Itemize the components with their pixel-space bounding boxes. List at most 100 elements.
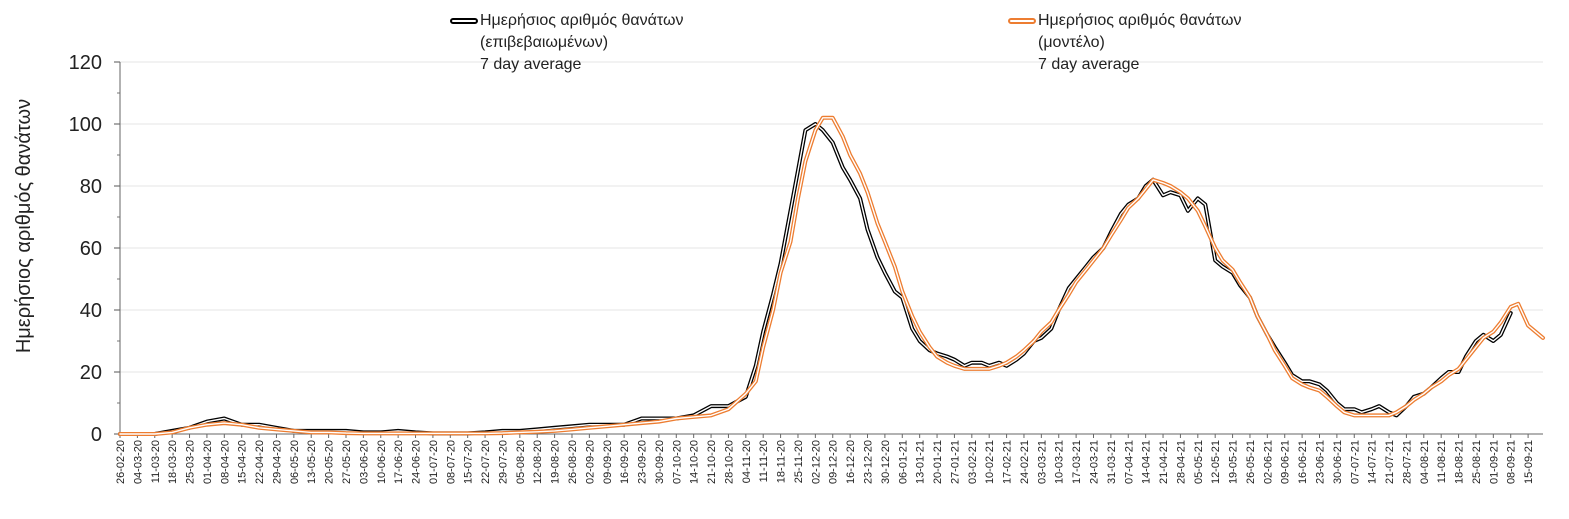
x-tick-label: 03-02-21 [967,440,979,484]
x-tick-label: 16-12-20 [845,440,857,484]
x-tick-label: 30-12-20 [880,440,892,484]
x-tick-label: 10-03-21 [1054,440,1066,484]
x-tick-label: 07-07-21 [1349,440,1361,484]
x-tick-label: 28-04-21 [1175,440,1187,484]
x-tick-label: 15-04-20 [237,440,249,484]
y-tick-label: 0 [91,424,102,446]
x-tick-label: 02-06-21 [1262,440,1274,484]
x-tick-label: 08-04-20 [219,440,231,484]
x-tick-label: 04-03-20 [132,440,144,484]
x-tick-label: 15-07-20 [463,440,475,484]
y-tick-label: 60 [80,238,102,260]
x-tick-label: 13-05-20 [306,440,318,484]
x-tick-label: 01-07-20 [428,440,440,484]
x-tick-label: 04-11-20 [741,440,753,483]
x-tick-label: 06-05-20 [289,440,301,484]
x-tick-label: 23-12-20 [863,440,875,484]
x-tick-label: 13-01-21 [915,440,927,484]
x-tick-label: 28-10-20 [723,440,735,484]
x-tick-label: 17-02-21 [1002,440,1014,484]
x-tick-label: 26-02-20 [115,440,127,484]
x-tick-label: 08-09-21 [1506,440,1518,484]
x-tick-label: 17-06-20 [393,440,405,484]
x-tick-label: 05-08-20 [515,440,527,484]
x-tick-label: 26-05-21 [1245,440,1257,484]
x-tick-label: 11-08-21 [1436,440,1448,483]
x-tick-label: 14-10-20 [689,440,701,484]
x-tick-label: 21-04-21 [1158,440,1170,484]
x-tick-label: 12-08-20 [532,440,544,484]
x-tick-label: 10-02-21 [984,440,996,484]
x-tick-label: 24-06-20 [411,440,423,484]
x-tick-label: 01-09-21 [1488,440,1500,484]
x-tick-label: 27-01-21 [949,440,961,484]
x-tick-label: 09-09-20 [602,440,614,484]
x-tick-label: 19-05-21 [1228,440,1240,484]
x-tick-label: 29-07-20 [497,440,509,484]
legend-model-line1: Ημερήσιος αριθμός θανάτων [1038,12,1242,29]
x-tick-label: 06-01-21 [897,440,909,484]
x-tick-label: 30-06-21 [1332,440,1344,484]
x-tick-label: 24-03-21 [1089,440,1101,484]
series-line-confirmed [118,122,1513,436]
x-tick-label: 20-01-21 [932,440,944,484]
y-axis-label: Ημερήσιος αριθμός θανάτων [13,99,35,353]
x-tick-label: 12-05-21 [1210,440,1222,484]
y-tick-label: 100 [69,114,102,136]
series-lines [118,115,1545,436]
legend-swatch-model [1008,18,1036,24]
x-tick-label: 11-11-20 [758,440,770,482]
x-tick-label: 22-04-20 [254,440,266,484]
x-tick-label: 09-06-21 [1280,440,1292,484]
legend-swatch-confirmed [450,18,478,24]
x-tick-label: 18-03-20 [167,440,179,484]
x-tick-label: 04-08-21 [1419,440,1431,484]
x-tick-label: 28-07-21 [1401,440,1413,484]
x-tick-label: 20-05-20 [324,440,336,484]
x-tick-label: 11-03-20 [150,440,162,483]
x-tick-label: 22-07-20 [480,440,492,484]
gridlines [120,61,1543,373]
legend-confirmed-line1: Ημερήσιος αριθμός θανάτων [480,12,684,29]
x-tick-label: 21-07-21 [1384,440,1396,484]
x-tick-label: 10-06-20 [376,440,388,484]
series-line-core-confirmed [119,123,1512,435]
x-tick-label: 16-09-20 [619,440,631,484]
legend-confirmed-line3: 7 day average [480,56,582,73]
x-tick-label: 18-11-20 [776,440,788,483]
x-tick-label: 07-10-20 [671,440,683,484]
x-tick-label: 31-03-21 [1106,440,1118,484]
x-tick-label: 17-03-21 [1071,440,1083,484]
x-tick-label: 03-03-21 [1036,440,1048,484]
y-tick-label: 120 [69,52,102,74]
x-tick-label: 30-09-20 [654,440,666,484]
x-tick-label: 14-04-21 [1141,440,1153,484]
x-tick-label: 23-09-20 [637,440,649,484]
y-tick-label: 20 [80,362,102,384]
x-tick-label: 02-09-20 [584,440,596,484]
y-tick-label: 80 [80,176,102,198]
x-tick-label: 07-04-21 [1123,440,1135,484]
x-tick-label: 25-11-20 [793,440,805,483]
y-tick-labels: 0 20 40 60 80 100 120 [69,52,102,446]
x-tick-label: 24-02-21 [1019,440,1031,484]
series-line-model [118,115,1545,436]
x-tick-label: 03-06-20 [358,440,370,484]
x-tick-label: 09-12-20 [828,440,840,484]
x-tick-label: 02-12-20 [810,440,822,484]
x-tick-label: 29-04-20 [271,440,283,484]
x-tick-label: 14-07-21 [1367,440,1379,484]
legend-model-line3: 7 day average [1038,56,1140,73]
x-tick-label: 05-05-21 [1193,440,1205,484]
x-tick-label: 25-03-20 [185,440,197,484]
x-tick-label: 21-10-20 [706,440,718,484]
x-tick-label: 23-06-21 [1314,440,1326,484]
x-tick-label: 01-04-20 [202,440,214,484]
x-tick-label: 19-08-20 [550,440,562,484]
x-tick-label: 08-07-20 [445,440,457,484]
y-tick-label: 40 [80,300,102,322]
x-tick-label: 15-09-21 [1523,440,1535,484]
x-tick-label: 25-08-21 [1471,440,1483,484]
x-tick-label: 27-05-20 [341,440,353,484]
